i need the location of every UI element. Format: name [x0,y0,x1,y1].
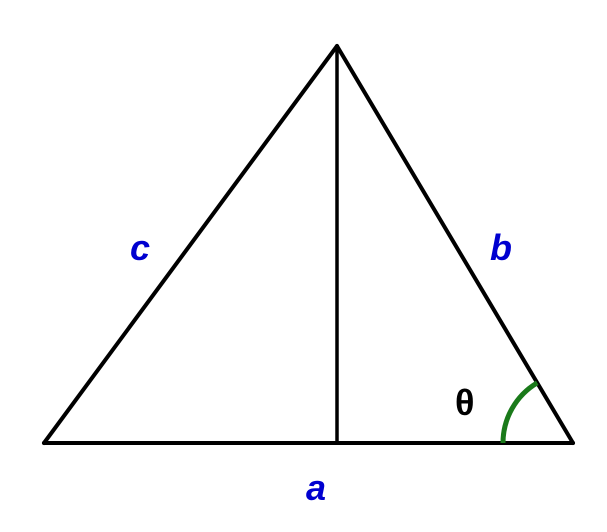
label-side-a: a [306,467,326,508]
label-side-c: c [130,227,150,268]
triangle-diagram: c b a θ [0,0,607,532]
label-angle-theta: θ [455,382,474,423]
angle-theta-arc [503,383,537,443]
side-c [44,46,337,443]
label-side-b: b [490,227,512,268]
